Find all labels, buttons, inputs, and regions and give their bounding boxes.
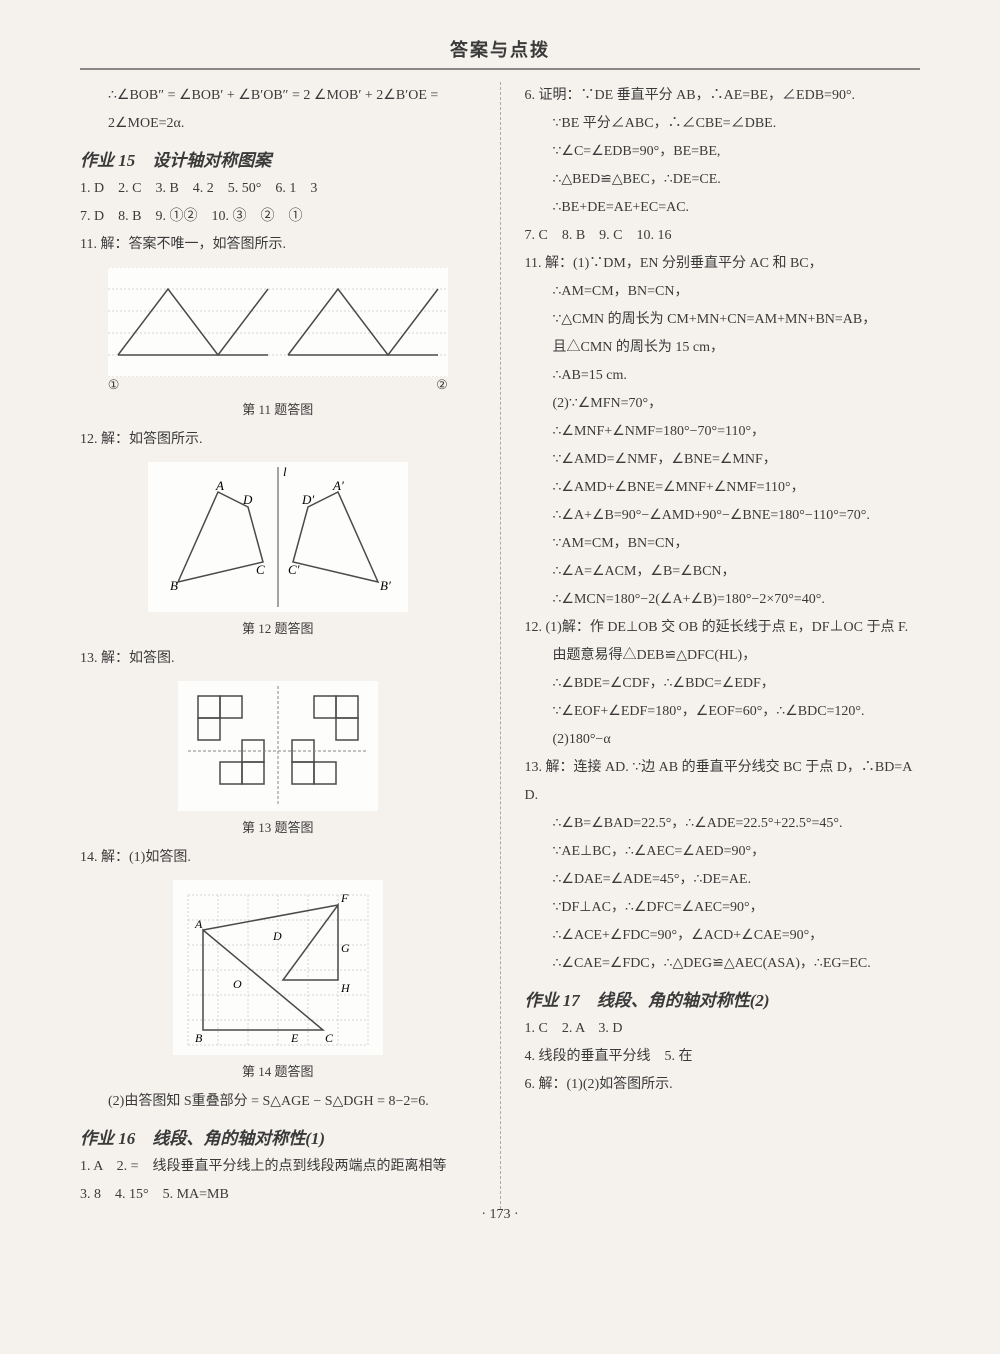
text-line: 6. 解：(1)(2)如答图所示.	[525, 1071, 921, 1099]
q12-intro: 12. 解：如答图所示.	[80, 426, 476, 454]
text-line: (2)180°−α	[525, 726, 921, 754]
q11-intro: 11. 解：答案不唯一，如答图所示.	[80, 231, 476, 259]
answer-row: 1. A 2. = 线段垂直平分线上的点到线段两端点的距离相等	[80, 1153, 476, 1181]
text-line: 13. 解：连接 AD. ∵边 AB 的垂直平分线交 BC 于点 D，∴BD=A…	[525, 754, 921, 810]
text-line: ∵BE 平分∠ABC，∴∠CBE=∠DBE.	[525, 110, 921, 138]
text-line: ∵∠AMD=∠NMF，∠BNE=∠MNF，	[525, 446, 921, 474]
answer-row: 3. 8 4. 15° 5. MA=MB	[80, 1181, 476, 1209]
text-line: ∴△BED≌△BEC，∴DE=CE.	[525, 166, 921, 194]
answer-row: 1. D 2. C 3. B 4. 2 5. 50° 6. 1 3	[80, 175, 476, 203]
figure-12: A A′ B B′ C C′ D D′ l 第 12 题答图	[80, 462, 476, 637]
right-column: 6. 证明：∵DE 垂直平分 AB，∴AE=BE，∠EDB=90°. ∵BE 平…	[525, 82, 921, 1209]
text-line: 11. 解：(1)∵DM，EN 分别垂直平分 AC 和 BC，	[525, 250, 921, 278]
answer-row: 4. 线段的垂直平分线 5. 在	[525, 1043, 921, 1071]
text-line: ∵AE⊥BC，∴∠AEC=∠AED=90°，	[525, 838, 921, 866]
section-15-title: 作业 15 设计轴对称图案	[80, 146, 476, 171]
text-line: ∴∠BDE=∠CDF，∴∠BDC=∠EDF，	[525, 670, 921, 698]
q14-part2: (2)由答图知 S重叠部分 = S△AGE − S△DGH = 8−2=6.	[80, 1088, 476, 1116]
svg-text:D′: D′	[301, 492, 314, 507]
text-line: 2∠MOE=2α.	[80, 110, 476, 138]
svg-text:B′: B′	[380, 578, 391, 593]
svg-text:A: A	[194, 917, 203, 931]
svg-text:F: F	[340, 891, 349, 905]
answer-row: 7. D 8. B 9. ①② 10. ③ ② ①	[80, 203, 476, 231]
text-line: ∵∠C=∠EDB=90°，BE=BE,	[525, 138, 921, 166]
text-line: ∴BE+DE=AE+EC=AC.	[525, 194, 921, 222]
text-line: ∵△CMN 的周长为 CM+MN+CN=AM+MN+BN=AB，	[525, 306, 921, 334]
text-line: ∴∠A=∠ACM，∠B=∠BCN，	[525, 558, 921, 586]
text-line: ∵DF⊥AC，∴∠DFC=∠AEC=90°，	[525, 894, 921, 922]
section-16-title: 作业 16 线段、角的轴对称性(1)	[80, 1124, 476, 1149]
text-line: ∵AM=CM，BN=CN，	[525, 530, 921, 558]
text-line: 6. 证明：∵DE 垂直平分 AB，∴AE=BE，∠EDB=90°.	[525, 82, 921, 110]
svg-text:B: B	[170, 578, 178, 593]
section-17-title: 作业 17 线段、角的轴对称性(2)	[525, 986, 921, 1011]
fig11-label-2: ②	[436, 377, 448, 393]
fig11-label-1: ①	[108, 377, 120, 393]
figure-14: A B C D E F G H O 第 14 题答图	[80, 880, 476, 1080]
svg-text:A′: A′	[332, 478, 344, 493]
text-line: 12. (1)解：作 DE⊥OB 交 OB 的延长线于点 E，DF⊥OC 于点 …	[525, 614, 921, 642]
text-line: ∴AB=15 cm.	[525, 362, 921, 390]
left-column: ∴∠BOB″ = ∠BOB′ + ∠B′OB″ = 2 ∠MOB′ + 2∠B′…	[80, 82, 476, 1209]
text-line: ∴∠CAE=∠FDC，∴△DEG≌△AEC(ASA)，∴EG=EC.	[525, 950, 921, 978]
text-line: (2)∵∠MFN=70°，	[525, 390, 921, 418]
figure-11-svg	[108, 267, 448, 377]
figure-12-caption: 第 12 题答图	[242, 618, 314, 637]
text-line: 且△CMN 的周长为 15 cm，	[525, 334, 921, 362]
svg-text:O: O	[233, 977, 242, 991]
answer-row: 7. C 8. B 9. C 10. 16	[525, 222, 921, 250]
figure-13: 第 13 题答图	[80, 681, 476, 836]
text-line: ∴AM=CM，BN=CN，	[525, 278, 921, 306]
figure-11: ① ② 第 11 题答图	[80, 267, 476, 418]
svg-text:D: D	[242, 492, 253, 507]
figure-11-caption: 第 11 题答图	[242, 399, 313, 418]
text-line: ∴∠MNF+∠NMF=180°−70°=110°，	[525, 418, 921, 446]
figure-13-svg	[178, 681, 378, 811]
text-line: ∴∠MCN=180°−2(∠A+∠B)=180°−2×70°=40°.	[525, 586, 921, 614]
svg-text:C: C	[325, 1031, 334, 1045]
text-line: ∴∠BOB″ = ∠BOB′ + ∠B′OB″ = 2 ∠MOB′ + 2∠B′…	[80, 82, 476, 110]
svg-text:B: B	[195, 1031, 203, 1045]
q13-intro: 13. 解：如答图.	[80, 645, 476, 673]
figure-14-caption: 第 14 题答图	[242, 1061, 314, 1080]
page-number: · 173 ·	[0, 1207, 1000, 1223]
q14-intro: 14. 解：(1)如答图.	[80, 844, 476, 872]
header-rule	[80, 68, 920, 70]
svg-text:l: l	[283, 464, 287, 479]
svg-text:E: E	[290, 1031, 299, 1045]
column-divider	[500, 82, 501, 1209]
text-line: ∵∠EOF+∠EDF=180°，∠EOF=60°，∴∠BDC=120°.	[525, 698, 921, 726]
text-line: 由题意易得△DEB≌△DFC(HL)，	[525, 642, 921, 670]
svg-text:C: C	[256, 562, 265, 577]
text-line: ∴∠ACE+∠FDC=90°，∠ACD+∠CAE=90°，	[525, 922, 921, 950]
text-line: ∴∠A+∠B=90°−∠AMD+90°−∠BNE=180°−110°=70°.	[525, 502, 921, 530]
svg-text:A: A	[215, 478, 224, 493]
svg-text:D: D	[272, 929, 282, 943]
figure-12-svg: A A′ B B′ C C′ D D′ l	[148, 462, 408, 612]
text-line: ∴∠B=∠BAD=22.5°，∴∠ADE=22.5°+22.5°=45°.	[525, 810, 921, 838]
svg-text:C′: C′	[288, 562, 300, 577]
figure-13-caption: 第 13 题答图	[242, 817, 314, 836]
page-header: 答案与点拨	[80, 36, 920, 62]
text-line: ∴∠DAE=∠ADE=45°，∴DE=AE.	[525, 866, 921, 894]
svg-text:H: H	[340, 981, 351, 995]
svg-text:G: G	[341, 941, 350, 955]
figure-14-svg: A B C D E F G H O	[173, 880, 383, 1055]
text-line: ∴∠AMD+∠BNE=∠MNF+∠NMF=110°，	[525, 474, 921, 502]
answer-row: 1. C 2. A 3. D	[525, 1015, 921, 1043]
